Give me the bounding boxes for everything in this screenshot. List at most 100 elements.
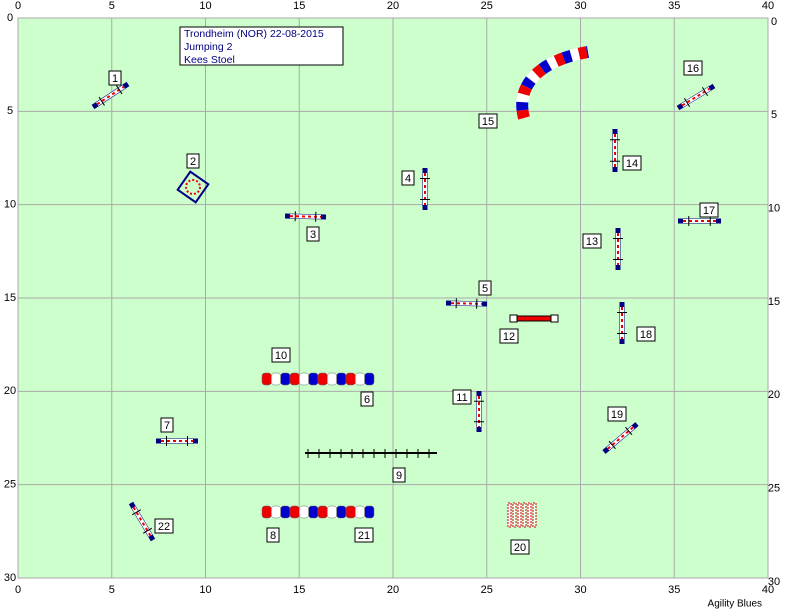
tunnel-segment [271,372,281,386]
y-tick-label: 30 [768,576,780,588]
tunnel-segment [308,505,319,519]
jump-post [683,97,691,108]
tunnel-segment [299,372,309,386]
tunnel-segment [355,505,365,519]
x-tick-label: 40 [762,584,774,596]
panel [517,502,522,528]
y-tick-label: 20 [4,385,16,397]
info-line: Trondheim (NOR) 22-08-2015 [184,28,324,40]
tire [185,179,201,195]
obstacle-number: 22 [158,521,170,533]
x-tick-label: 0 [15,0,21,12]
jump-post [131,509,142,516]
tunnel-segment [261,505,272,519]
number-box [360,391,374,407]
number-box [478,280,492,296]
tunnel-segment [280,505,291,519]
info-box [179,26,344,66]
footer: Agility Blues [708,599,762,610]
x-tick-label: 25 [481,0,493,12]
obstacle-number: 11 [456,392,467,404]
y-tick-label: 25 [768,483,780,495]
y-tick-label: 0 [771,16,777,28]
jump-post [701,86,709,97]
jump-post [98,96,105,106]
number-box [499,328,519,344]
x-tick-label: 25 [481,584,493,596]
x-tick-label: 10 [199,584,211,596]
tunnel-segment [336,505,347,519]
x-tick-label: 30 [574,584,586,596]
tunnel-segment [317,372,328,386]
tire-frame [176,170,210,204]
y-tick-label: 5 [7,105,13,117]
obstacle-number: 3 [310,229,316,241]
x-tick-label: 5 [109,584,115,596]
y-tick-label: 25 [4,479,16,491]
jump-post [608,440,616,450]
number-box [582,233,602,249]
obstacle-number: 19 [611,409,623,421]
number-box [607,406,627,422]
tunnel-segment [327,505,337,519]
obstacle-number: 7 [164,420,170,432]
tunnel-segment [345,505,356,519]
obstacle-number: 15 [482,116,494,128]
obstacle-number: 9 [396,470,402,482]
tunnel-segment [308,372,319,386]
obstacle-number: 1 [112,73,118,85]
number-box [683,60,703,76]
tunnel-segment [355,372,365,386]
number-box [401,170,415,186]
tunnel-segment [327,372,337,386]
number-box [160,417,174,433]
obstacle-number: 18 [640,329,652,341]
obstacle-number: 5 [482,283,488,295]
x-tick-label: 40 [762,0,774,12]
x-tick-label: 30 [574,0,586,12]
tunnel-segment [261,372,272,386]
x-tick-label: 5 [109,0,115,12]
obstacle-number: 14 [626,158,638,170]
panel [522,502,527,528]
tunnel-segment [271,505,281,519]
number-box [108,70,122,86]
panel [527,502,532,528]
y-tick-label: 5 [771,109,777,121]
number-box [354,527,374,543]
tunnel-segment [280,372,291,386]
jump-post [625,426,633,436]
panel [512,502,517,528]
tunnel-segment [336,372,347,386]
y-tick-label: 30 [4,572,16,584]
y-tick-label: 10 [4,199,16,211]
tunnel-segment [299,505,309,519]
obstacle-number: 12 [503,331,515,343]
number-box [478,113,498,129]
info-line: Kees Stoel [184,54,235,66]
obstacle-number: 17 [703,205,715,217]
y-tick-label: 15 [4,292,16,304]
x-tick-label: 15 [293,584,305,596]
number-box [306,226,320,242]
number-box [392,467,406,483]
number-box [622,155,642,171]
number-box [452,389,472,405]
x-tick-label: 10 [199,0,211,12]
x-tick-label: 35 [668,584,680,596]
tunnel-segment [345,372,356,386]
info-line: Jumping 2 [184,41,233,53]
jump-post [142,527,153,534]
number-box [186,153,200,169]
x-tick-label: 35 [668,0,680,12]
y-tick-label: 15 [768,296,780,308]
bar [511,315,557,322]
obstacle-number: 4 [405,173,411,185]
obstacle-number: 16 [687,63,699,75]
obstacle-number: 20 [514,542,526,554]
tunnel-segment [364,372,375,386]
bar-end [509,314,518,323]
